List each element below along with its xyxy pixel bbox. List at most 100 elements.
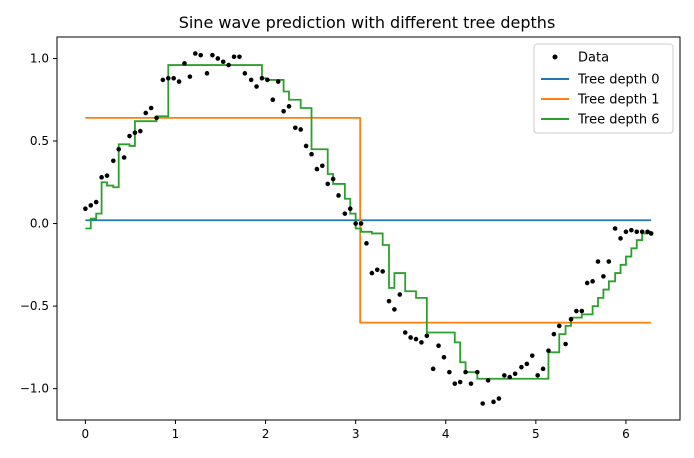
y-tick-label: 0.5 bbox=[30, 134, 49, 148]
data-point bbox=[579, 308, 585, 314]
legend-label-depth-1: Tree depth 1 bbox=[577, 93, 659, 108]
data-point bbox=[248, 77, 254, 83]
data-point bbox=[413, 336, 419, 342]
data-point bbox=[138, 128, 143, 134]
data-point bbox=[574, 308, 579, 314]
data-point bbox=[303, 143, 309, 149]
series-line-depth-6 bbox=[85, 64, 652, 380]
data-point bbox=[374, 267, 380, 273]
data-point bbox=[480, 401, 485, 406]
data-point bbox=[336, 193, 341, 198]
chart-title: Sine wave prediction with different tree… bbox=[179, 13, 556, 32]
data-point bbox=[275, 79, 281, 84]
data-point bbox=[88, 203, 94, 208]
data-point bbox=[485, 378, 491, 383]
data-point bbox=[474, 369, 480, 375]
data-point bbox=[116, 146, 122, 152]
axes-frame bbox=[56, 36, 681, 421]
data-point bbox=[182, 61, 187, 66]
data-point bbox=[535, 373, 540, 378]
data-point bbox=[463, 369, 468, 375]
data-point bbox=[369, 270, 375, 276]
data-point bbox=[546, 348, 551, 353]
data-point bbox=[154, 115, 159, 121]
data-point bbox=[512, 371, 518, 377]
data-point bbox=[392, 307, 397, 312]
data-point bbox=[298, 127, 304, 132]
data-point bbox=[358, 221, 364, 226]
data-point bbox=[286, 104, 292, 109]
data-point bbox=[447, 369, 452, 375]
data-point bbox=[529, 353, 535, 358]
data-point bbox=[192, 51, 198, 56]
data-point bbox=[325, 181, 331, 187]
data-point bbox=[259, 75, 265, 81]
plot-area bbox=[83, 51, 654, 406]
data-point bbox=[380, 269, 385, 274]
data-point bbox=[237, 54, 242, 60]
data-point bbox=[309, 151, 314, 157]
data-point bbox=[204, 71, 210, 76]
data-point bbox=[524, 361, 530, 367]
data-point bbox=[502, 373, 507, 378]
y-tick-label: 0.0 bbox=[30, 217, 49, 231]
data-point bbox=[507, 374, 513, 380]
data-point bbox=[330, 176, 336, 182]
data-point bbox=[83, 206, 88, 211]
data-point bbox=[215, 56, 221, 61]
data-point bbox=[551, 331, 557, 337]
legend-label-data: Data bbox=[578, 51, 609, 66]
data-point bbox=[634, 229, 640, 235]
data-point bbox=[457, 379, 463, 385]
legend: Data Tree depth 0 Tree depth 1 Tree dept… bbox=[533, 43, 674, 134]
data-point bbox=[226, 62, 231, 68]
legend-frame bbox=[533, 43, 674, 134]
data-point bbox=[563, 341, 568, 347]
data-point bbox=[595, 259, 601, 264]
axes: 0 1 2 3 4 5 6 −1.0 −0.5 0.0 0.5 1.0 bbox=[20, 36, 681, 441]
y-tick-label: −1.0 bbox=[20, 382, 49, 396]
data-point bbox=[176, 79, 182, 84]
data-point bbox=[584, 280, 590, 286]
data-point bbox=[618, 236, 623, 241]
data-point bbox=[468, 381, 474, 386]
data-point bbox=[265, 77, 270, 83]
data-point bbox=[148, 105, 154, 111]
x-tick-label: 5 bbox=[532, 427, 540, 441]
data-point bbox=[491, 399, 496, 405]
data-point bbox=[210, 52, 215, 58]
data-point bbox=[496, 396, 502, 401]
data-point bbox=[143, 110, 149, 116]
data-point bbox=[441, 354, 447, 360]
series-line-depth-1 bbox=[85, 116, 652, 324]
legend-marker-data bbox=[552, 54, 558, 60]
data-point bbox=[648, 231, 654, 236]
x-tick-label: 4 bbox=[442, 427, 450, 441]
data-point bbox=[601, 274, 606, 279]
data-point bbox=[347, 206, 353, 211]
data-point bbox=[132, 130, 138, 136]
data-point bbox=[436, 343, 441, 349]
data-point bbox=[187, 74, 193, 79]
data-point bbox=[612, 226, 618, 231]
data-point bbox=[281, 108, 286, 114]
y-tick-label: −0.5 bbox=[20, 299, 49, 313]
data-point bbox=[99, 175, 104, 180]
x-tick-label: 3 bbox=[352, 427, 360, 441]
data-point bbox=[408, 335, 413, 340]
data-point bbox=[198, 52, 203, 58]
data-point bbox=[121, 155, 127, 160]
data-point bbox=[452, 381, 458, 386]
data-point bbox=[556, 323, 562, 329]
x-tick-label: 2 bbox=[262, 427, 270, 441]
data-point bbox=[430, 366, 436, 372]
data-point bbox=[623, 229, 629, 235]
data-point bbox=[353, 221, 358, 226]
data-point bbox=[386, 298, 392, 304]
data-point bbox=[397, 292, 403, 297]
data-point bbox=[606, 259, 612, 264]
data-point bbox=[424, 333, 430, 339]
data-point bbox=[254, 84, 259, 89]
data-point bbox=[645, 229, 650, 235]
